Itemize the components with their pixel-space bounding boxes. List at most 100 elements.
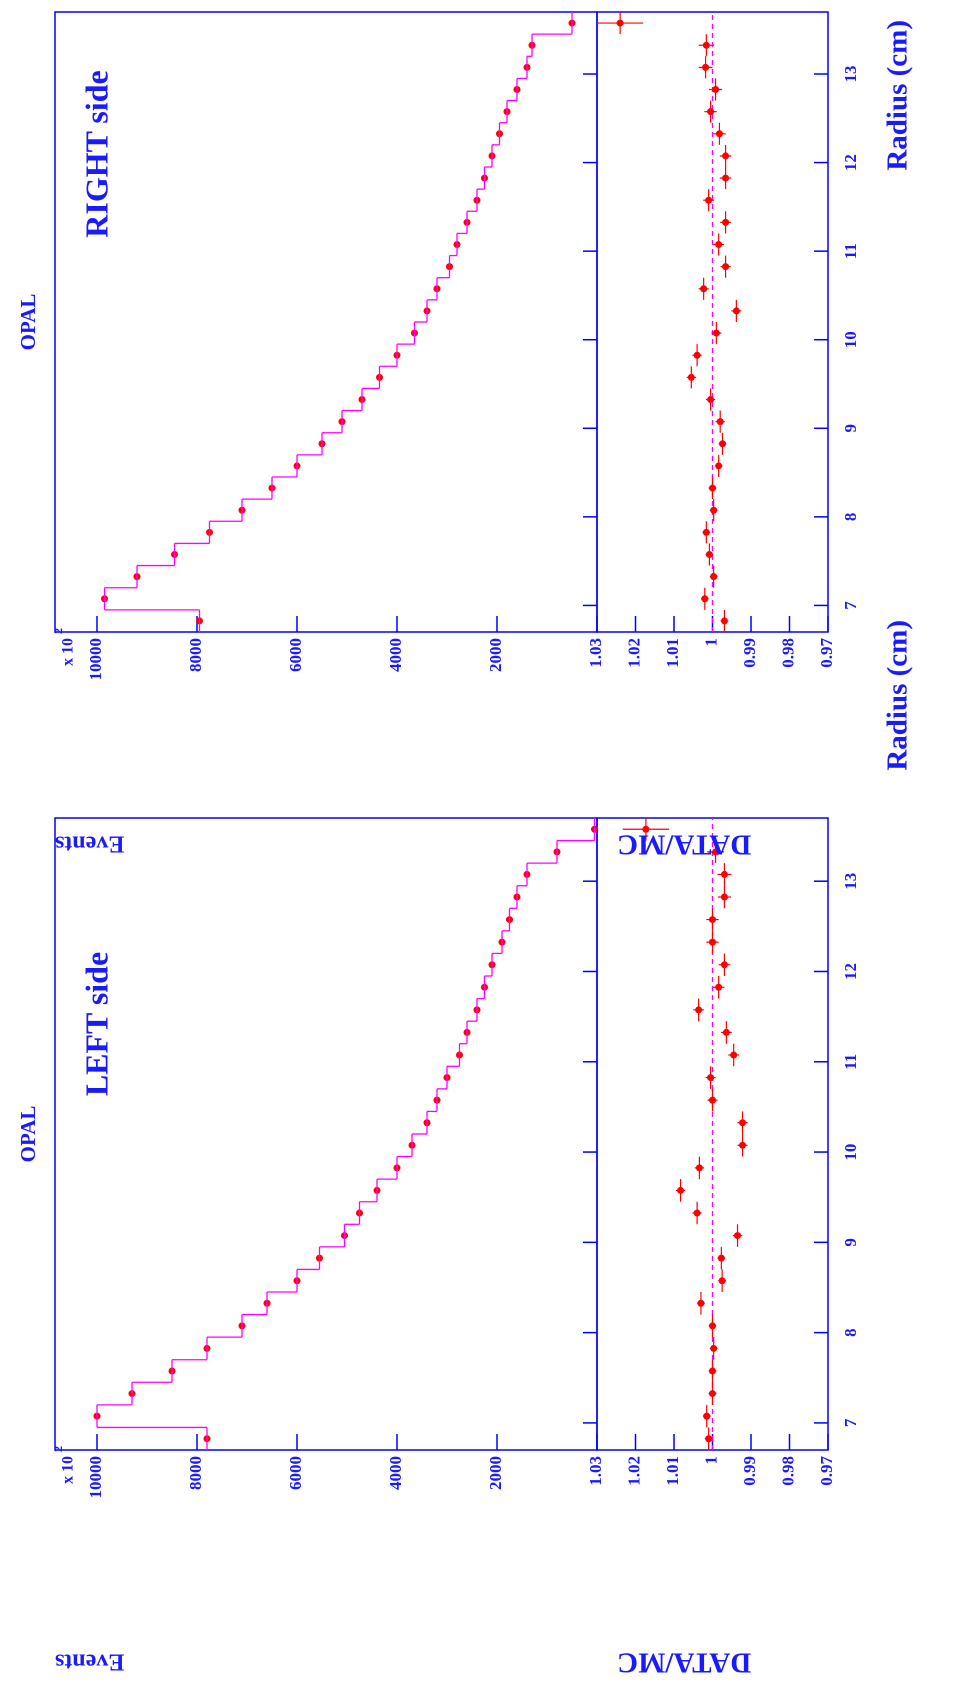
ratio-point <box>722 218 730 226</box>
chart-title: OPAL <box>16 1106 40 1163</box>
x-tick-label: 8 <box>841 1328 860 1337</box>
ratio-point <box>677 1186 685 1194</box>
x-tick-label: 10 <box>841 1144 860 1161</box>
ratio-point <box>715 983 723 991</box>
ratio-point <box>710 506 718 514</box>
ratio-axis-label: DATA/MC <box>617 1646 751 1678</box>
ratio-y-tick-label: 0.99 <box>740 638 759 668</box>
ratio-point <box>716 418 724 426</box>
ratio-point <box>709 1367 716 1375</box>
chart-title: OPAL <box>16 294 40 351</box>
y-tick-label: 2000 <box>486 1456 505 1490</box>
ratio-point <box>720 961 728 969</box>
ratio-point <box>720 893 728 901</box>
x-axis-label: Radius (cm) <box>882 20 914 171</box>
y-tick-label: 10000 <box>86 638 105 681</box>
ratio-y-tick-label: 1.03 <box>586 1456 605 1486</box>
ratio-point <box>707 396 715 403</box>
ratio-point <box>707 108 715 116</box>
plot-frame <box>54 11 598 633</box>
ratio-y-tick-label: 0.99 <box>740 1456 759 1486</box>
x-tick-label: 13 <box>841 873 860 890</box>
y-tick-label: 6000 <box>286 1456 305 1490</box>
ratio-point <box>712 848 720 856</box>
y-scale-label: x 10 <box>60 1456 77 1484</box>
ratio-y-tick-label: 0.98 <box>778 638 797 668</box>
ratio-point <box>720 870 728 878</box>
ratio-point <box>703 1412 711 1420</box>
ratio-point <box>739 1119 747 1127</box>
ratio-point <box>709 916 716 924</box>
ratio-y-tick-label: 1.01 <box>663 1456 682 1486</box>
ratio-point <box>709 1096 716 1104</box>
ratio-point <box>687 373 695 381</box>
ratio-point <box>695 1006 703 1014</box>
ratio-point <box>734 1232 742 1240</box>
y-axis-label: Events <box>55 1648 124 1674</box>
ratio-point <box>693 1209 701 1217</box>
annotation: LEFT side <box>78 952 114 1096</box>
x-tick-label: 12 <box>841 154 860 171</box>
x-tick-label: 10 <box>841 331 860 348</box>
ratio-point <box>695 1164 703 1172</box>
ratio-point <box>693 351 701 359</box>
y-tick-label: 4000 <box>386 1456 405 1490</box>
x-tick-label: 11 <box>841 243 860 259</box>
x-tick-label: 9 <box>841 424 860 433</box>
y-tick-label: 8000 <box>186 1456 205 1490</box>
y-axis-label: Events <box>55 830 124 856</box>
ratio-point <box>616 19 624 27</box>
ratio-point <box>709 484 716 492</box>
ratio-point <box>732 307 740 315</box>
ratio-point <box>722 263 730 271</box>
ratio-point <box>701 595 709 603</box>
x-tick-label: 7 <box>841 1418 860 1427</box>
ratio-point <box>710 573 718 581</box>
ratio-point <box>712 86 720 93</box>
ratio-point <box>715 462 723 470</box>
x-tick-label: 11 <box>841 1054 860 1070</box>
y-scale-exponent: 2 <box>51 1446 65 1452</box>
x-tick-label: 12 <box>841 963 860 980</box>
y-scale-exponent: 2 <box>51 628 65 634</box>
ratio-point <box>722 152 730 160</box>
ratio-y-tick-label: 0.98 <box>778 1456 797 1486</box>
ratio-point <box>715 241 723 248</box>
ratio-point <box>700 285 708 293</box>
ratio-y-tick-label: 1.02 <box>624 1456 643 1486</box>
ratio-point <box>719 440 727 448</box>
annotation: RIGHT side <box>78 70 114 237</box>
ratio-point <box>705 196 713 204</box>
ratio-y-tick-label: 0.97 <box>817 1456 836 1486</box>
y-scale-label: x 10 <box>60 638 77 666</box>
ratio-point <box>709 1322 716 1330</box>
ratio-point <box>720 617 728 625</box>
ratio-point <box>702 41 710 49</box>
x-axis-label: Radius (cm) <box>882 620 914 771</box>
ratio-point <box>709 1390 716 1398</box>
ratio-point <box>642 825 650 833</box>
ratio-point <box>702 63 710 71</box>
ratio-y-tick-label: 1 <box>701 638 720 647</box>
ratio-point <box>718 1277 726 1285</box>
y-tick-label: 10000 <box>86 1456 105 1499</box>
ratio-point <box>712 329 720 337</box>
ratio-point <box>705 551 713 558</box>
ratio-point <box>709 938 716 946</box>
ratio-point <box>710 1344 718 1352</box>
ratio-point <box>705 1435 713 1443</box>
ratio-axis-label: DATA/MC <box>617 828 751 860</box>
y-tick-label: 4000 <box>386 638 405 672</box>
ratio-y-tick-label: 1.01 <box>663 638 682 668</box>
y-tick-label: 6000 <box>286 638 305 672</box>
y-tick-label: 2000 <box>486 638 505 672</box>
x-tick-label: 13 <box>841 66 860 83</box>
ratio-point <box>722 1028 730 1036</box>
plot-frame <box>54 817 598 1451</box>
ratio-point <box>717 1254 725 1262</box>
ratio-point <box>702 528 710 536</box>
y-tick-label: 8000 <box>186 638 205 672</box>
ratio-y-tick-label: 0.97 <box>817 638 836 668</box>
